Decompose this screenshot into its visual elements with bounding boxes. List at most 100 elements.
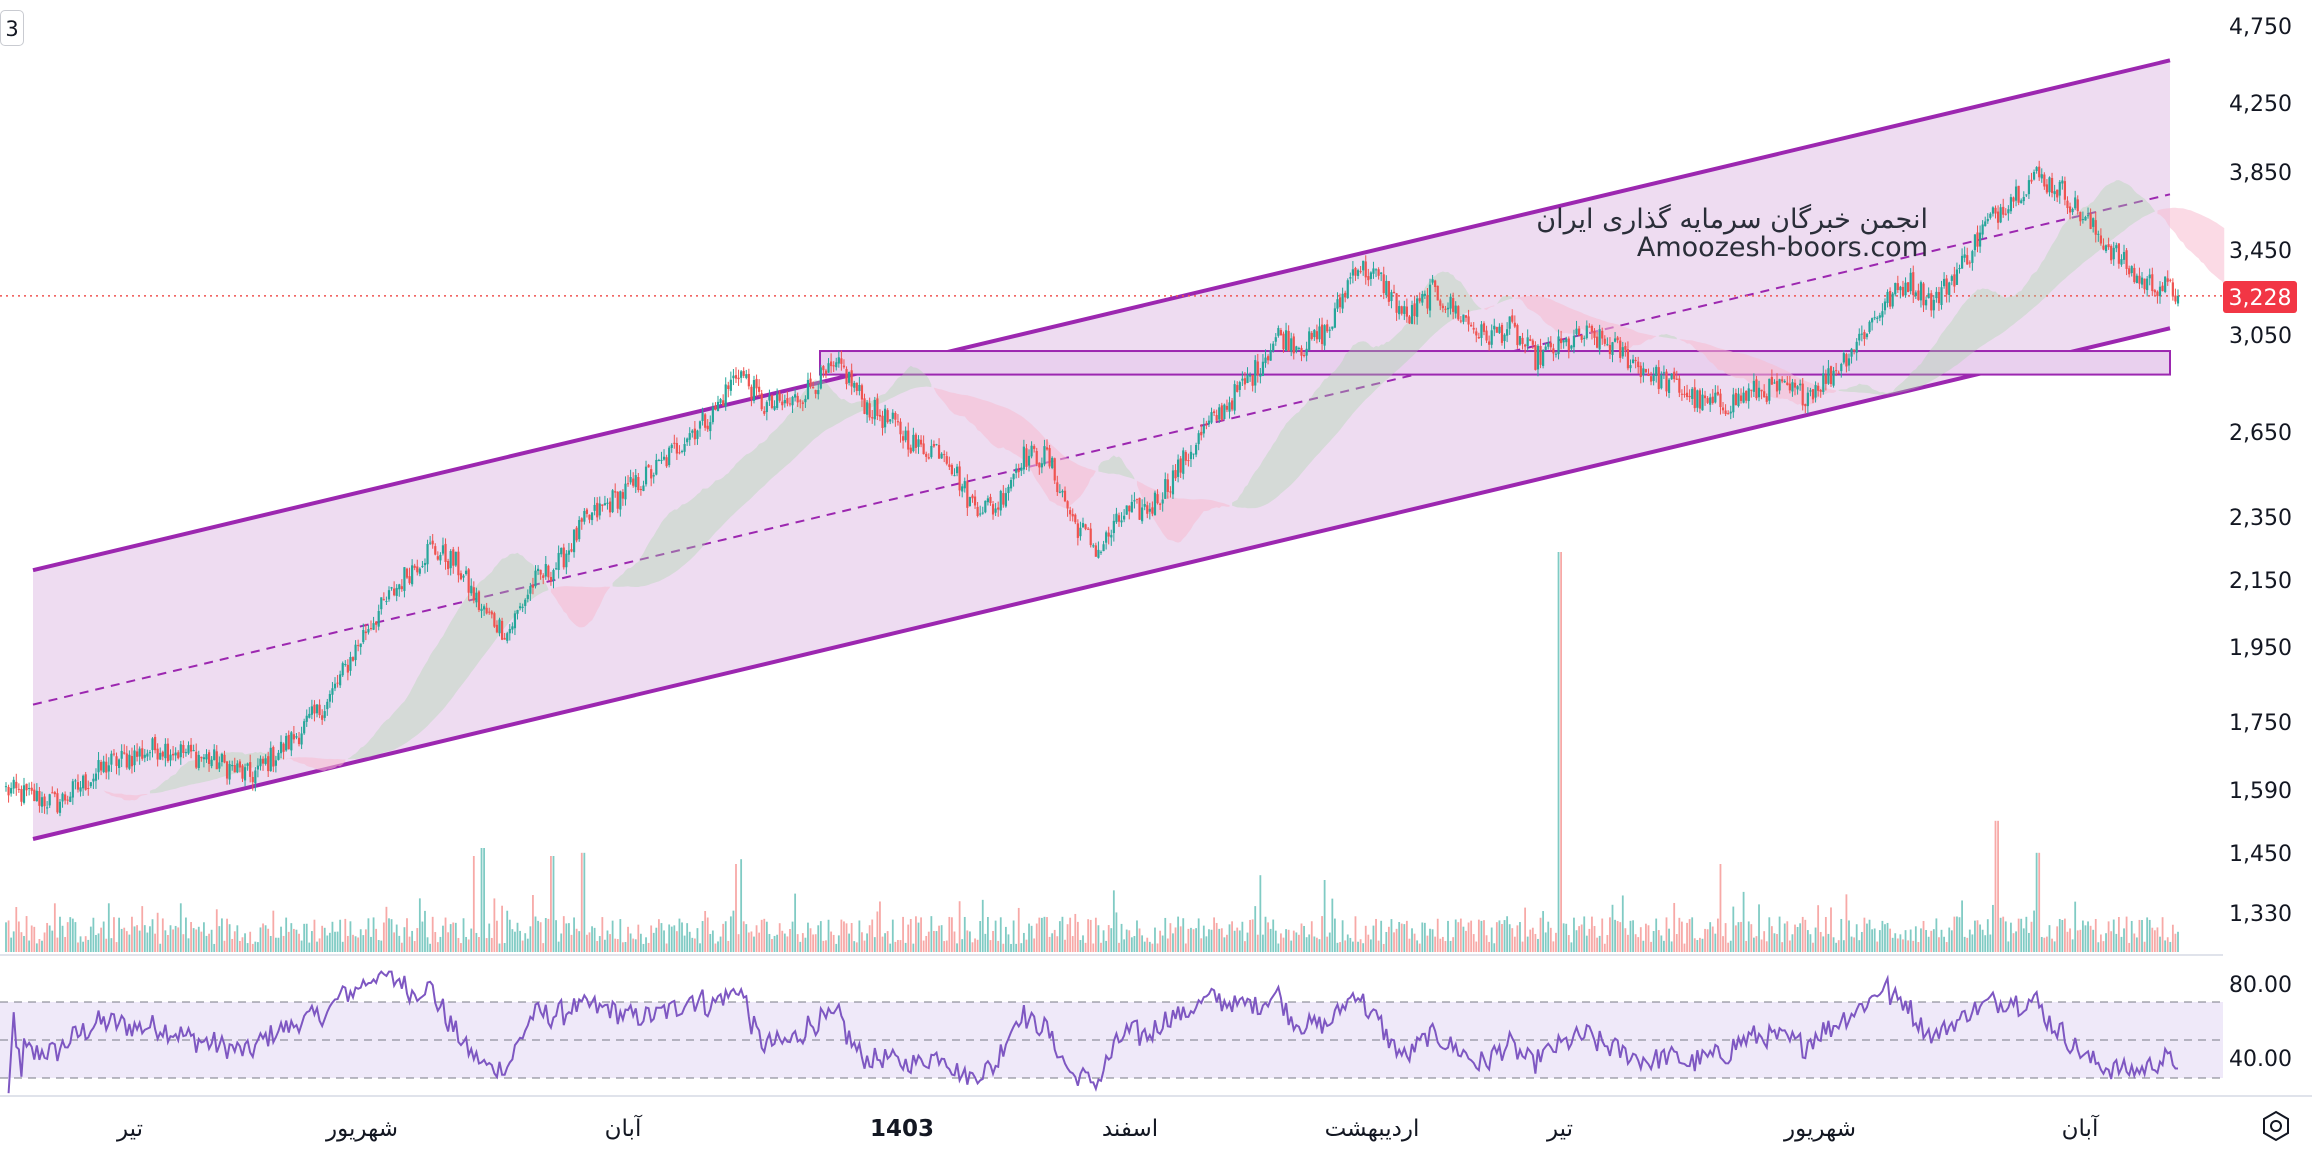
volume-bar <box>909 918 912 952</box>
candle <box>596 497 599 522</box>
volume-bar <box>241 937 244 952</box>
volume-bar <box>1932 929 1935 952</box>
volume-bar <box>830 931 833 952</box>
volume-bar <box>578 931 581 952</box>
candle <box>313 700 316 722</box>
candle-body <box>112 753 116 755</box>
volume-bar <box>773 935 776 952</box>
volume-bar <box>1161 935 1164 952</box>
candle <box>2102 238 2105 251</box>
candle <box>740 369 743 383</box>
settings-gear-icon[interactable] <box>2258 1108 2294 1144</box>
candle <box>518 602 522 611</box>
candle <box>30 781 33 795</box>
candle-body <box>1362 260 1365 271</box>
candle-body <box>1570 345 1573 349</box>
candle-body <box>148 752 152 754</box>
candle <box>1655 364 1658 383</box>
price-tick-label: 1,750 <box>2229 711 2292 736</box>
candle <box>1518 335 1522 346</box>
candle <box>737 369 740 386</box>
volume-bar <box>1079 940 1082 952</box>
candle-body <box>783 399 786 404</box>
volume-bar <box>244 933 246 952</box>
candle-body <box>1354 267 1357 276</box>
volume-bar <box>400 942 403 952</box>
volume-bar <box>434 932 437 952</box>
candle-body <box>750 386 753 400</box>
candle-body <box>156 748 159 760</box>
candle <box>441 537 445 556</box>
candle <box>966 474 969 516</box>
candle <box>1362 260 1365 276</box>
candle <box>1683 386 1686 398</box>
candle <box>1189 445 1193 468</box>
volume-bar <box>1251 919 1254 952</box>
candle-body <box>1721 407 1725 411</box>
volume-bar <box>1555 932 1557 952</box>
candle <box>868 397 871 421</box>
candle <box>1441 303 1444 313</box>
candle <box>94 768 98 789</box>
candle-body <box>740 371 743 378</box>
volume-bar <box>1547 921 1550 952</box>
volume-bar <box>609 934 611 952</box>
candle-body <box>855 382 858 391</box>
candle-body <box>1200 431 1203 436</box>
candle <box>809 372 812 389</box>
interval-badge[interactable]: 3 <box>0 10 24 46</box>
candle <box>457 546 460 583</box>
candle-body <box>719 399 722 403</box>
volume-bar <box>1840 918 1843 952</box>
volume-bar <box>765 921 768 952</box>
volume-bar <box>138 930 141 952</box>
candle <box>2027 175 2031 200</box>
candle-body <box>907 430 910 450</box>
volume-bar <box>1334 918 1336 952</box>
ichimoku-cloud-segment <box>550 586 611 628</box>
candle-body <box>1033 446 1036 449</box>
candle <box>1498 323 1501 334</box>
candle-body <box>285 735 288 751</box>
candle <box>2158 281 2162 304</box>
candle <box>434 543 437 556</box>
candle-body <box>1092 545 1095 547</box>
candle <box>1919 280 1923 308</box>
candle-body <box>2107 244 2110 248</box>
candle <box>1464 315 1468 322</box>
candle <box>1033 444 1036 453</box>
volume-bar <box>956 943 958 952</box>
candle-body <box>449 551 452 569</box>
candle-body <box>1511 315 1514 322</box>
candle-body <box>570 549 573 552</box>
volume-bar <box>1786 921 1789 952</box>
candle <box>1945 274 1948 303</box>
candle <box>1791 378 1794 397</box>
candle <box>1102 540 1105 552</box>
candle <box>1626 341 1630 371</box>
candle-body <box>1009 479 1013 489</box>
candle-body <box>1436 285 1439 301</box>
volume-bar <box>1264 916 1267 952</box>
candle <box>498 617 501 637</box>
volume-bar <box>1035 923 1038 952</box>
candle <box>1855 338 1858 361</box>
candle <box>454 551 457 567</box>
candle <box>1490 324 1493 349</box>
candle-body <box>788 403 792 405</box>
candle-body <box>2014 186 2018 201</box>
candle-body <box>1577 328 1581 336</box>
candle-body <box>1387 281 1390 302</box>
candle-body <box>973 496 977 506</box>
candle-body <box>1030 445 1033 457</box>
candle-body <box>801 402 804 404</box>
volume-bar <box>84 936 87 952</box>
volume-bar <box>979 920 982 952</box>
candle-body <box>1277 328 1280 336</box>
candle <box>197 750 200 771</box>
volume-bar <box>362 935 365 952</box>
volume-bar <box>1303 925 1305 952</box>
candle-body <box>1752 380 1755 392</box>
candle-body <box>1066 501 1069 509</box>
